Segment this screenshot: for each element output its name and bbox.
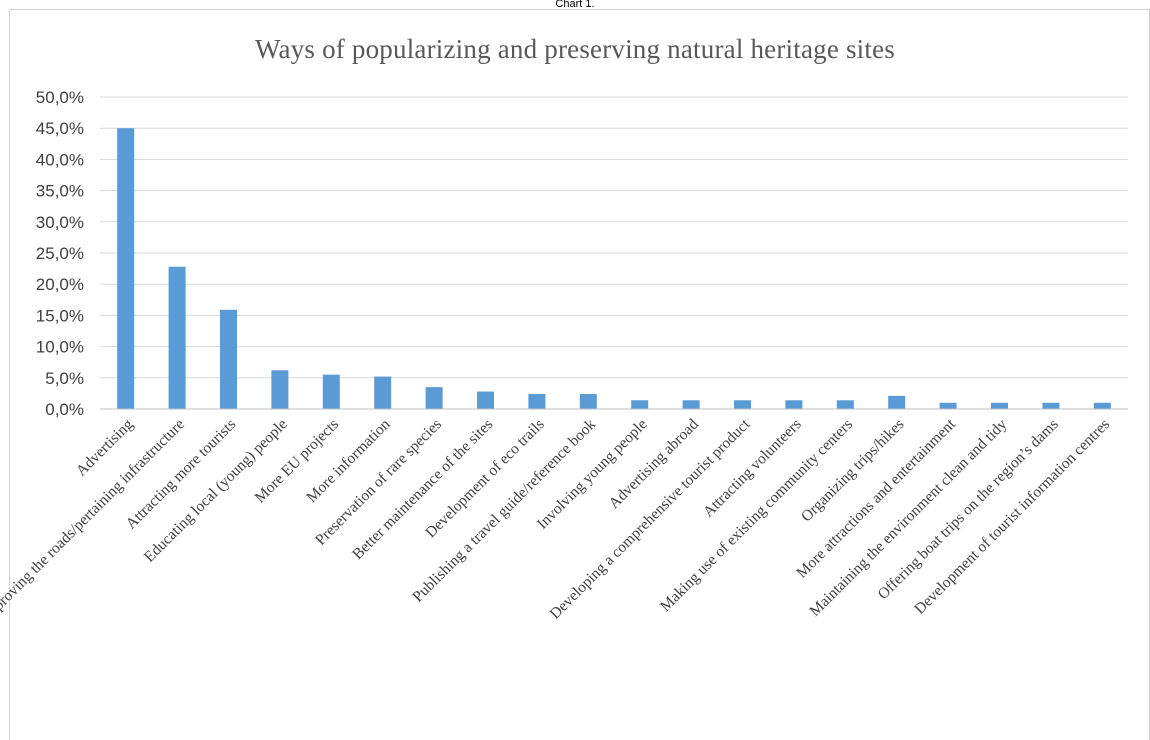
bar bbox=[528, 394, 546, 409]
x-tick-label: Development of tourist information centr… bbox=[911, 416, 1113, 618]
y-tick-label: 20,0% bbox=[36, 275, 84, 294]
y-tick-label: 5,0% bbox=[45, 369, 84, 388]
bar bbox=[836, 400, 854, 409]
bar bbox=[991, 402, 1008, 409]
y-tick-label: 10,0% bbox=[36, 338, 84, 357]
bar bbox=[117, 128, 135, 409]
y-tick-label: 40,0% bbox=[36, 150, 84, 169]
y-axis-tick-labels: 0,0% 5,0% 10,0% 15,0% 20,0% 25,0% 30,0% 35,0% 40… bbox=[36, 88, 84, 419]
y-tick-label: 35,0% bbox=[36, 182, 84, 201]
bar bbox=[477, 391, 494, 409]
y-tick-label: 0,0% bbox=[45, 400, 84, 419]
x-tick-label: Attracting volunteers bbox=[700, 416, 805, 521]
y-tick-label: 15,0% bbox=[36, 306, 84, 325]
bar bbox=[220, 309, 237, 409]
x-tick-label: Advertising abroad bbox=[606, 416, 703, 513]
y-tick-label: 45,0% bbox=[36, 119, 84, 138]
bar bbox=[1042, 402, 1060, 409]
gridlines bbox=[100, 96, 1128, 379]
bar bbox=[374, 376, 392, 409]
bar bbox=[682, 400, 700, 409]
bar bbox=[888, 395, 906, 409]
bar bbox=[631, 400, 649, 409]
bar bbox=[168, 266, 186, 409]
bar bbox=[785, 400, 803, 409]
bar-series bbox=[117, 128, 1111, 409]
y-tick-label: 50,0% bbox=[36, 88, 84, 107]
x-tick-label: Making use of existing community centers bbox=[657, 416, 856, 615]
chart-title: Ways of popularizing and preserving natu… bbox=[255, 34, 895, 64]
x-tick-label: Offering boat trips on the region’s dams bbox=[875, 416, 1062, 603]
bar bbox=[939, 402, 957, 409]
bar bbox=[322, 374, 340, 409]
chart-caption: Chart 1. bbox=[555, 0, 595, 8]
bar bbox=[734, 400, 751, 409]
bar bbox=[425, 387, 443, 409]
bar bbox=[579, 394, 597, 409]
x-tick-label: Publishing a travel guide/reference book bbox=[409, 416, 599, 606]
bar bbox=[1093, 402, 1111, 409]
y-tick-label: 25,0% bbox=[36, 244, 84, 263]
y-tick-label: 30,0% bbox=[36, 213, 84, 232]
chart-frame bbox=[9, 9, 1150, 740]
bar bbox=[271, 370, 289, 409]
